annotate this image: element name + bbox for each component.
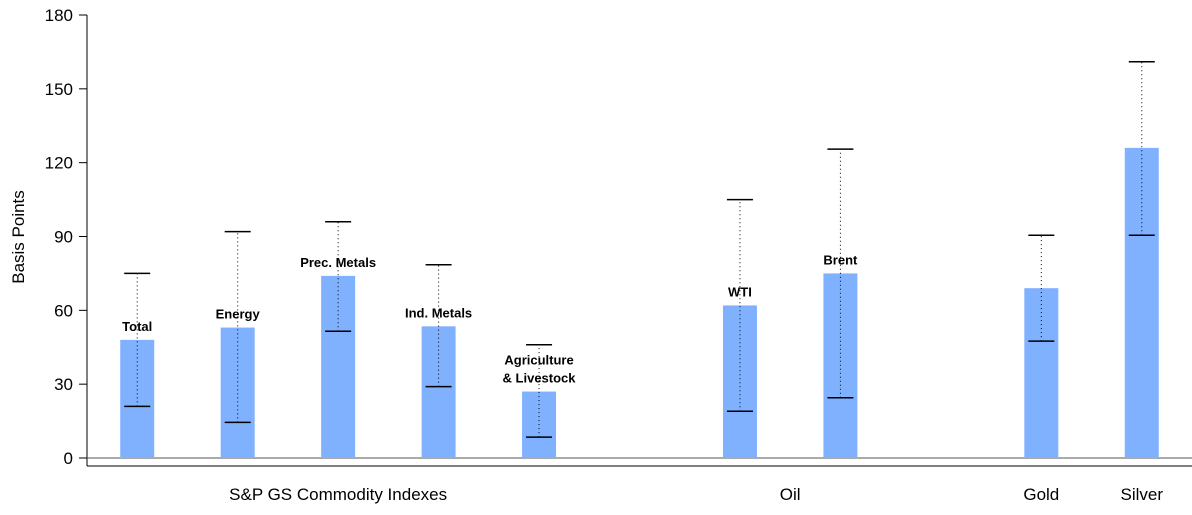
y-tick-label: 150 (45, 80, 73, 99)
group-label: S&P GS Commodity Indexes (229, 485, 447, 504)
y-tick-label: 0 (64, 449, 73, 468)
y-tick-label: 120 (45, 154, 73, 173)
bar-label-line: & Livestock (503, 371, 577, 386)
bar (722, 305, 757, 458)
bar-label-line: Prec. Metals (300, 255, 376, 270)
y-tick-label: 30 (54, 375, 73, 394)
bar-label: Agriculture & Livestock (503, 353, 577, 386)
bar (823, 273, 858, 458)
bar (321, 275, 356, 458)
group-label: Oil (780, 485, 801, 504)
y-tick-label: 180 (45, 6, 73, 25)
bar-label: Brent (823, 252, 858, 267)
bar-label-line: Agriculture (504, 353, 573, 368)
y-axis-label: Basis Points (9, 190, 28, 284)
group-label: Silver (1121, 485, 1164, 504)
bar-label-line: Ind. Metals (405, 305, 472, 320)
bar-label: WTI (728, 284, 752, 299)
bar (120, 339, 155, 458)
y-tick-label: 60 (54, 301, 73, 320)
bar-label: Prec. Metals (300, 255, 376, 270)
bar (421, 326, 456, 458)
y-tick-label: 90 (54, 228, 73, 247)
bar (1124, 147, 1159, 458)
bar-label-line: Energy (216, 307, 261, 322)
bar-label-line: WTI (728, 284, 752, 299)
bar (220, 327, 255, 458)
bar (1024, 288, 1059, 458)
group-label: Gold (1023, 485, 1059, 504)
bar-label: Total (122, 319, 152, 334)
bar-label: Ind. Metals (405, 305, 472, 320)
bar-label-line: Brent (823, 252, 858, 267)
bar-label-line: Total (122, 319, 152, 334)
bar-label: Energy (216, 307, 261, 322)
